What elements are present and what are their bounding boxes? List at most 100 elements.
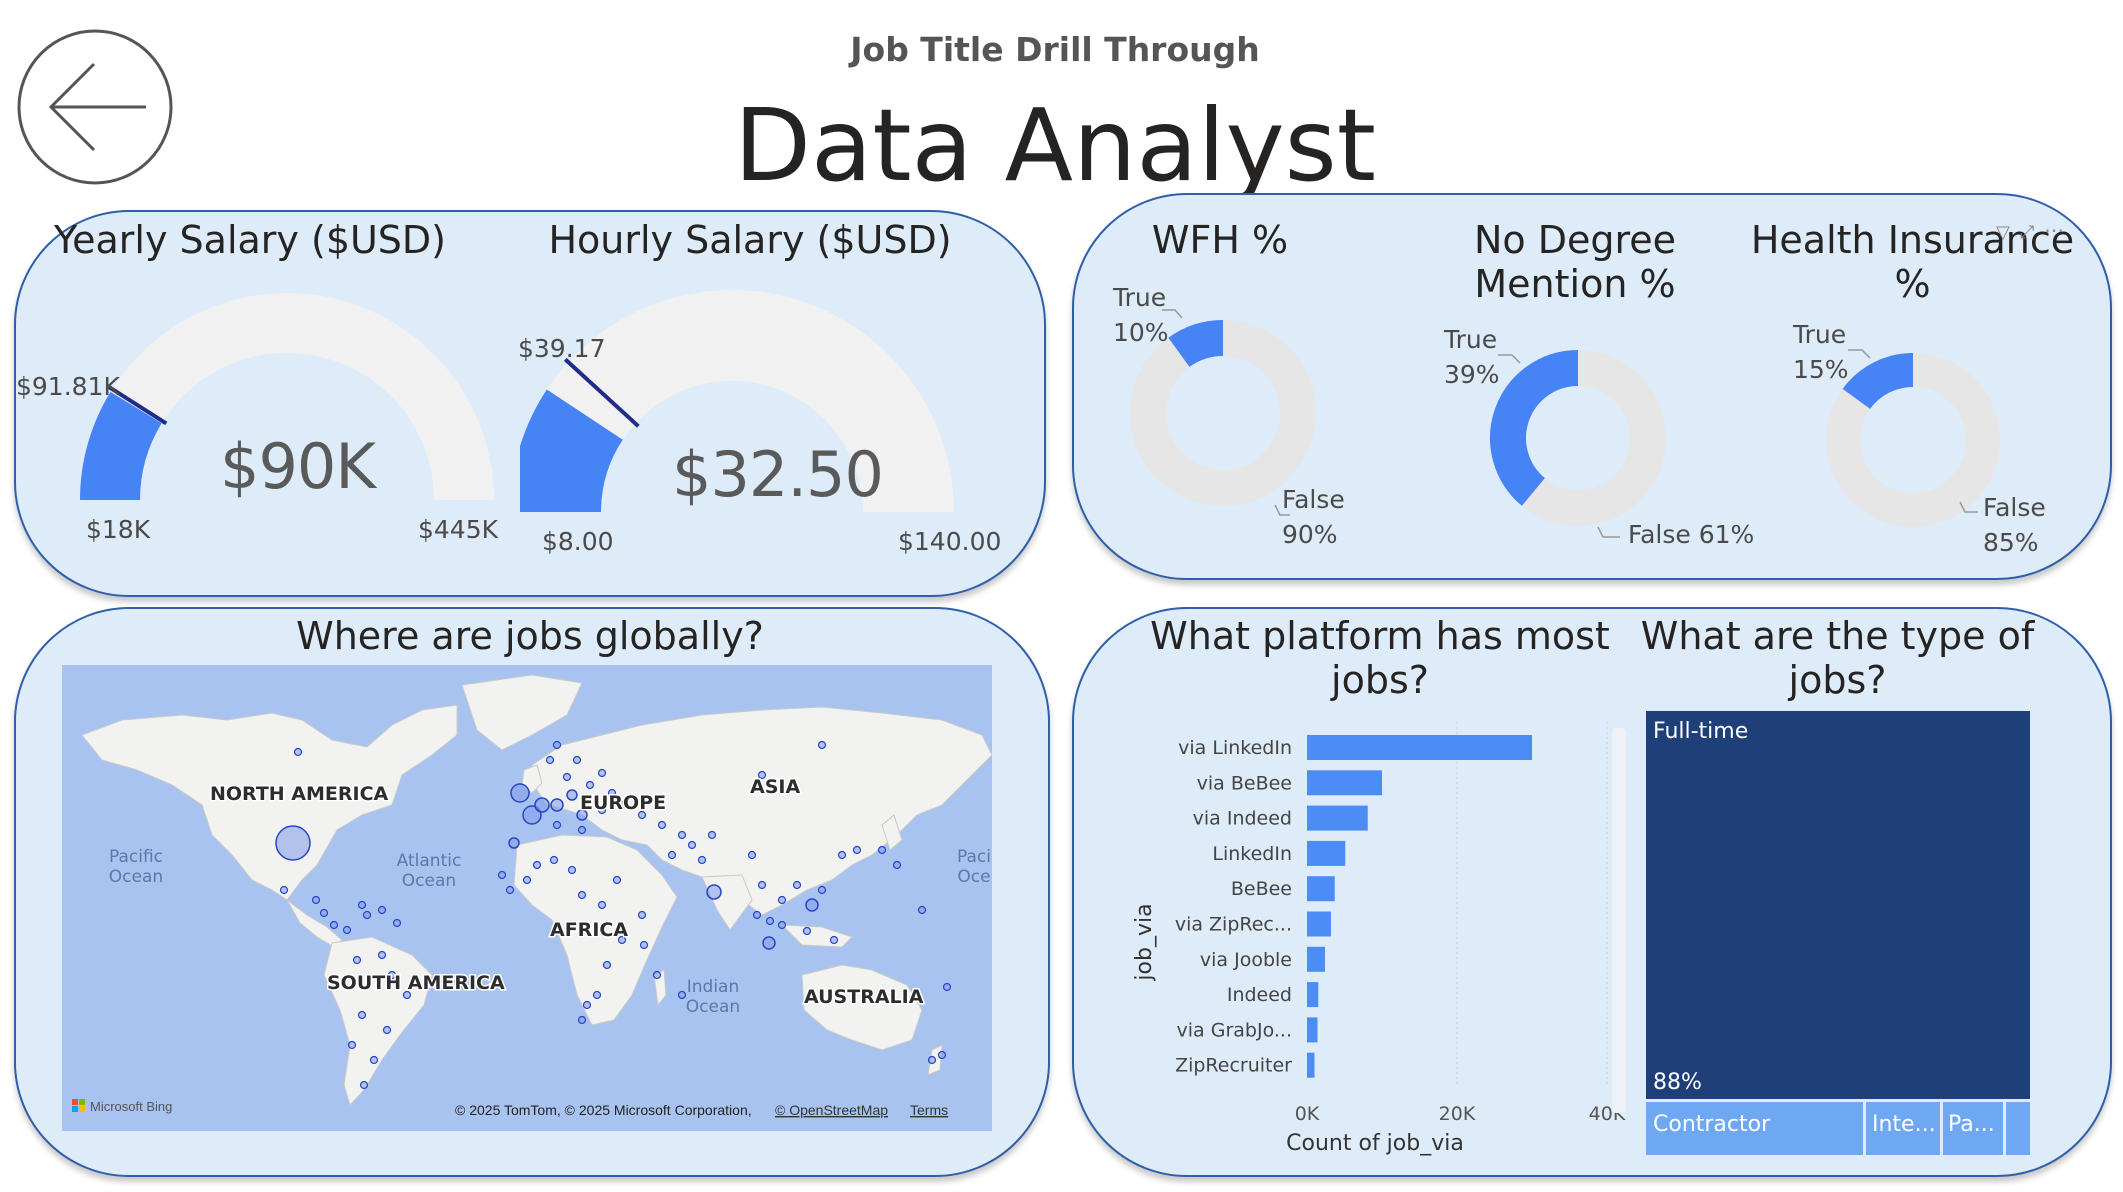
treemap-tile-other[interactable] (2006, 1102, 2030, 1155)
bar-via-grabjo (1307, 1017, 1318, 1043)
y-tick-label: via ZipRec... (1175, 914, 1292, 936)
health-true-label: True (1793, 320, 1847, 349)
yearly-min-label: $18K (86, 515, 151, 544)
bar-ziprecruiter (1307, 1052, 1315, 1078)
more-options-icon[interactable]: ⋯ (2044, 218, 2064, 242)
health-false-label: False (1983, 493, 2046, 522)
world-map[interactable]: NORTH AMERICA EUROPE ASIA AFRICA SOUTH A… (62, 665, 992, 1131)
treemap-fulltime-label: Full-time (1653, 719, 1749, 744)
y-tick-label: LinkedIn (1212, 843, 1292, 865)
bar-via-bebee (1307, 770, 1382, 796)
bar-chart-scrollbar[interactable] (1612, 728, 1626, 1113)
back-button[interactable] (16, 28, 174, 186)
bar-bebee (1307, 876, 1335, 902)
yearly-salary-title: Yearly Salary ($USD) (53, 218, 447, 262)
degree-leader-lines (1498, 354, 1620, 538)
hourly-gauge (520, 290, 954, 512)
y-tick-label: BeBee (1231, 878, 1292, 900)
wfh-donut (1130, 320, 1316, 506)
bar-via-indeed (1307, 805, 1368, 831)
map-ocean-atlantic-1: Atlantic (397, 851, 462, 871)
health-title-line1: Health Insurance (1750, 218, 2075, 262)
degree-title-line2: Mention % (1474, 262, 1676, 306)
y-tick-label: via BeBee (1197, 772, 1292, 794)
treemap-tile-intern[interactable]: Inte... (1866, 1102, 1940, 1155)
treemap-fulltime-pct: 88% (1653, 1070, 1702, 1095)
yearly-target-label: $91.81K (16, 372, 120, 401)
bar-via-jooble (1307, 946, 1325, 972)
page-title: Data Analyst (734, 87, 1376, 204)
health-title-line2: % (1894, 262, 1931, 306)
wfh-title: WFH % (1151, 218, 1289, 262)
degree-true-pct: 39% (1444, 360, 1500, 389)
treemap-contractor-label: Contractor (1653, 1112, 1771, 1137)
map-attribution: © 2025 TomTom, © 2025 Microsoft Corporat… (455, 1102, 752, 1118)
treemap-intern-label: Inte... (1872, 1112, 1936, 1137)
wfh-leader-lines (1162, 309, 1290, 516)
treemap-tile-contractor[interactable]: Contractor (1646, 1102, 1863, 1155)
x-axis-label: Count of job_via (1286, 1131, 1464, 1156)
focus-mode-icon[interactable]: ⤢ (2020, 222, 2035, 243)
degree-false-label: False 61% (1628, 520, 1755, 549)
filter-icon[interactable]: ▽ (1996, 222, 2010, 243)
wfh-true-pct: 10% (1113, 318, 1169, 347)
map-label-europe: EUROPE (580, 792, 666, 814)
wfh-true-label: True (1113, 283, 1167, 312)
health-leader-lines (1848, 349, 1978, 513)
treemap-parttime-label: Pa... (1948, 1112, 1995, 1137)
map-label-south-america: SOUTH AMERICA (327, 972, 505, 994)
health-true-pct: 15% (1793, 355, 1849, 384)
map-title: Where are jobs globally? (296, 614, 764, 658)
map-label-asia: ASIA (750, 776, 800, 798)
treemap-tile-fulltime[interactable]: Full-time 88% (1646, 711, 2030, 1099)
map-ocean-pacific-2: Ocean (109, 867, 163, 887)
x-tick-label: 20K (1439, 1103, 1476, 1125)
hourly-min-label: $8.00 (542, 527, 614, 556)
yearly-gauge (80, 293, 494, 500)
types-title-line1: What are the type of (1640, 614, 2035, 658)
yearly-salary-value: $90K (220, 430, 376, 503)
treemap[interactable]: Full-time 88% Contractor Inte... Pa... (1646, 711, 2030, 1155)
hourly-salary-value: $32.50 (672, 438, 884, 511)
bar-via-ziprec (1307, 911, 1331, 937)
hourly-max-label: $140.00 (898, 527, 1002, 556)
y-tick-label: Indeed (1227, 984, 1292, 1006)
hourly-salary-title: Hourly Salary ($USD) (548, 218, 952, 262)
degree-title-line1: No Degree (1473, 218, 1677, 262)
platform-title-line2: jobs? (1331, 658, 1429, 702)
map-label-australia: AUSTRALIA (804, 986, 924, 1008)
map-ocean-pacific-1: Pacific (109, 847, 163, 867)
arrow-left-icon (17, 29, 173, 185)
health-false-pct: 85% (1983, 528, 2039, 557)
map-ocean-atlantic-2: Ocean (402, 871, 456, 891)
bing-logo: Microsoft Bing (72, 1099, 172, 1114)
bing-logo-text: Microsoft Bing (90, 1099, 172, 1114)
hourly-target-label: $39.17 (518, 334, 606, 363)
degree-true-label: True (1444, 325, 1498, 354)
bar-linkedin (1307, 840, 1346, 866)
x-tick-label: 0K (1295, 1103, 1320, 1125)
y-axis-label: job_via (1132, 903, 1157, 981)
y-tick-label: via LinkedIn (1178, 737, 1292, 759)
wfh-false-label: False (1282, 485, 1345, 514)
y-tick-label: ZipRecruiter (1175, 1055, 1292, 1077)
map-label-north-america: NORTH AMERICA (210, 783, 389, 805)
bar-indeed (1307, 982, 1319, 1008)
osm-link[interactable]: © OpenStreetMap (775, 1102, 888, 1118)
y-tick-label: via Jooble (1200, 949, 1292, 971)
wfh-false-pct: 90% (1282, 520, 1338, 549)
map-ocean-indian-2: Ocean (686, 997, 740, 1017)
treemap-tile-parttime[interactable]: Pa... (1943, 1102, 2003, 1155)
map-ocean-pacific-r2: Oce (957, 867, 990, 887)
bar-via-linkedin (1307, 735, 1532, 760)
y-tick-label: via Indeed (1193, 808, 1292, 830)
page-subtitle: Job Title Drill Through (850, 30, 1260, 69)
y-tick-label: via GrabJo... (1177, 1019, 1292, 1041)
terms-link[interactable]: Terms (910, 1102, 948, 1118)
map-ocean-pacific-r1: Paci (957, 847, 991, 867)
platform-title-line1: What platform has most (1150, 614, 1610, 658)
degree-donut (1490, 350, 1666, 526)
map-ocean-indian-1: Indian (687, 977, 740, 997)
yearly-max-label: $445K (418, 515, 499, 544)
